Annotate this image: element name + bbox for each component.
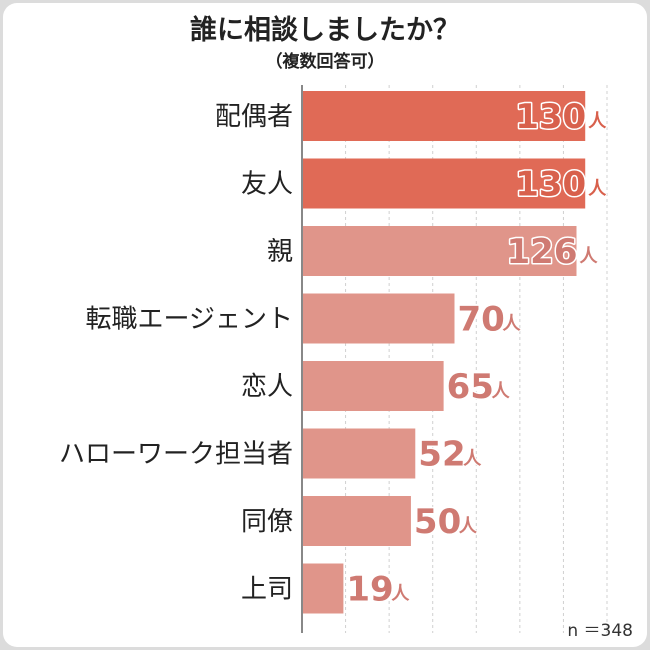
bar — [302, 226, 577, 276]
category-label: 上司 — [241, 575, 293, 605]
category-label: 転職エージェント — [86, 305, 293, 335]
data-label: 19 — [346, 570, 393, 610]
category-label: 配偶者 — [215, 102, 293, 132]
data-label-unit: 人 — [391, 584, 410, 605]
data-label: 130 — [515, 97, 586, 137]
bar — [302, 496, 411, 546]
category-label: 親 — [267, 237, 293, 267]
data-label: 130 — [515, 165, 586, 205]
data-label-unit: 人 — [580, 246, 599, 267]
data-label-unit: 人 — [503, 314, 522, 335]
bar — [302, 563, 344, 614]
data-label: 70 — [458, 300, 505, 340]
chart-card: 誰に相談しましたか？ （複数回答可） 配偶者 130 人友人 130 人親 126 人転職エ… — [3, 3, 647, 647]
category-label: 友人 — [241, 170, 293, 200]
data-label-unit: 人 — [492, 381, 511, 402]
chart-subtitle: （複数回答可） — [266, 51, 385, 72]
bar — [302, 158, 586, 209]
sample-size-note: n ＝348 — [567, 621, 633, 641]
data-label: 126 — [507, 232, 578, 272]
data-label: 52 — [418, 435, 465, 475]
bar — [302, 428, 416, 479]
chart-title: 誰に相談しましたか？ — [190, 14, 460, 46]
bar — [302, 293, 455, 344]
bar — [302, 91, 586, 141]
category-label: 同僚 — [241, 507, 293, 537]
data-label-unit: 人 — [463, 449, 482, 470]
data-label-unit: 人 — [459, 516, 478, 537]
category-label: ハローワーク担当者 — [59, 440, 293, 470]
data-label: 65 — [447, 367, 494, 407]
data-label-unit: 人 — [588, 111, 607, 132]
data-label: 50 — [414, 502, 461, 542]
bar-chart: 誰に相談しましたか？ （複数回答可） 配偶者 130 人友人 130 人親 126 人転職エ… — [59, 14, 633, 641]
category-label: 恋人 — [241, 372, 293, 402]
data-label-unit: 人 — [588, 179, 607, 200]
bar — [302, 361, 444, 411]
